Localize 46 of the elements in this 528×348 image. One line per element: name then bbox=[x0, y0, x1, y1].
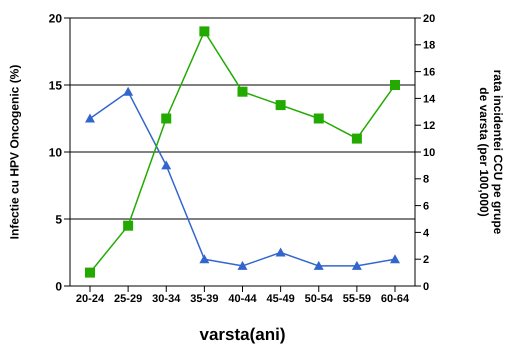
point bbox=[390, 254, 400, 264]
y-tick-label: 10 bbox=[48, 145, 62, 160]
x-tick-label: 45-49 bbox=[266, 292, 295, 305]
x-tick-label: 40-44 bbox=[228, 292, 258, 305]
x-tick-label: 60-64 bbox=[380, 292, 410, 305]
x-tick-label: 20-24 bbox=[76, 292, 105, 305]
point bbox=[199, 26, 210, 36]
x-tick-label: 30-34 bbox=[152, 292, 182, 305]
y2-tick-label: 14 bbox=[423, 93, 436, 106]
y2-tick-label: 20 bbox=[423, 12, 436, 25]
x-tick-label: 50-54 bbox=[304, 292, 334, 305]
y-tick-label: 20 bbox=[48, 11, 62, 26]
point bbox=[314, 260, 324, 270]
point bbox=[123, 86, 134, 96]
point bbox=[352, 134, 362, 144]
point bbox=[161, 114, 172, 124]
x-axis-title: varsta(ani) bbox=[200, 325, 286, 344]
y2-tick-label: 18 bbox=[423, 40, 436, 52]
y2-tick-label: 8 bbox=[423, 174, 430, 186]
y-tick-label: 0 bbox=[55, 279, 62, 294]
y2-tick-label: 10 bbox=[423, 146, 436, 159]
y2-tick-label: 12 bbox=[423, 120, 436, 132]
point bbox=[276, 248, 286, 256]
point bbox=[390, 80, 400, 90]
y-tick-label: 5 bbox=[55, 212, 62, 226]
x-tick-label: 55-59 bbox=[342, 292, 371, 305]
y2-tick-label: 2 bbox=[423, 254, 430, 266]
point bbox=[123, 220, 134, 231]
y2-tick-label: 6 bbox=[423, 200, 430, 213]
point bbox=[352, 260, 362, 270]
y2-tick-label: 4 bbox=[423, 227, 430, 240]
point bbox=[85, 114, 95, 122]
point bbox=[238, 260, 248, 270]
y-tick-label: 15 bbox=[48, 78, 62, 92]
x-tick-label: 25-29 bbox=[114, 292, 142, 305]
y2-axis-title: rata incidentei CCU pe grupe de varsta (per 100,000) bbox=[477, 70, 505, 235]
point bbox=[199, 254, 210, 264]
point bbox=[314, 114, 324, 124]
point bbox=[85, 268, 95, 278]
point bbox=[238, 86, 248, 97]
point bbox=[276, 100, 286, 110]
x-tick-label: 35-39 bbox=[190, 292, 218, 305]
y2-tick-label: 0 bbox=[423, 280, 430, 293]
y-axis-title: Infectie cu HPV Oncogenic (%) bbox=[7, 64, 22, 240]
y2-tick-label: 16 bbox=[423, 66, 436, 79]
point bbox=[161, 160, 172, 170]
